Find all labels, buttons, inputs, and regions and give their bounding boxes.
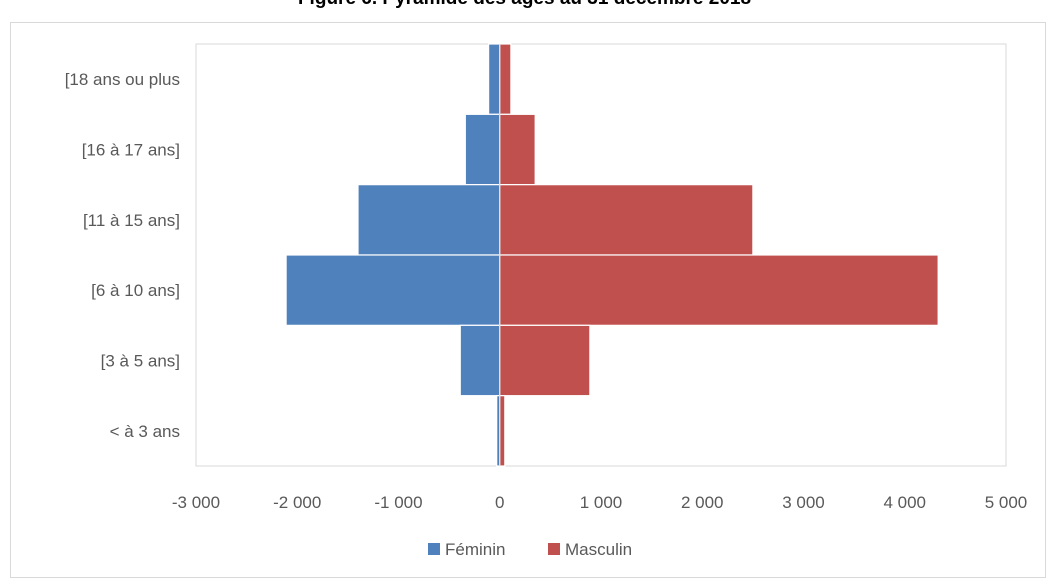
legend-label-feminin: Féminin xyxy=(445,540,505,559)
x-tick-label: 1 000 xyxy=(580,493,623,512)
bar-masculin-2 xyxy=(499,184,754,256)
legend-swatch-masculin xyxy=(548,543,560,555)
plot-area xyxy=(195,43,1007,467)
x-tick-label: -1 000 xyxy=(374,493,422,512)
chart-title: Figure 6. Pyramide des âges au 31 décemb… xyxy=(0,0,1049,10)
y-tick-label: < à 3 ans xyxy=(110,422,180,441)
bar-feminin-3 xyxy=(285,254,501,326)
bar-masculin-1 xyxy=(499,113,536,186)
y-tick-label: [6 à 10 ans] xyxy=(91,281,180,300)
x-tick-label: 5 000 xyxy=(985,493,1028,512)
x-tick-label: 0 xyxy=(495,493,504,512)
y-tick-label: [16 à 17 ans] xyxy=(82,141,180,160)
bar-masculin-0 xyxy=(499,43,512,115)
bar-masculin-5 xyxy=(499,395,506,467)
bar-feminin-4 xyxy=(459,324,501,397)
x-tick-label: -3 000 xyxy=(172,493,220,512)
bar-feminin-2 xyxy=(357,184,501,256)
x-tick-label: -2 000 xyxy=(273,493,321,512)
y-tick-label: [3 à 5 ans] xyxy=(101,352,180,371)
bar-feminin-0 xyxy=(488,43,501,115)
legend-label-masculin: Masculin xyxy=(565,540,632,559)
chart-frame xyxy=(10,22,1046,578)
y-tick-label: [11 à 15 ans] xyxy=(83,211,180,230)
x-tick-label: 2 000 xyxy=(681,493,724,512)
legend-swatch-feminin xyxy=(428,543,440,555)
bar-masculin-3 xyxy=(499,254,939,326)
y-tick-label: [18 ans ou plus xyxy=(65,70,180,89)
bar-masculin-4 xyxy=(499,324,591,397)
x-tick-label: 3 000 xyxy=(782,493,825,512)
bar-feminin-1 xyxy=(464,113,501,186)
x-tick-label: 4 000 xyxy=(883,493,926,512)
